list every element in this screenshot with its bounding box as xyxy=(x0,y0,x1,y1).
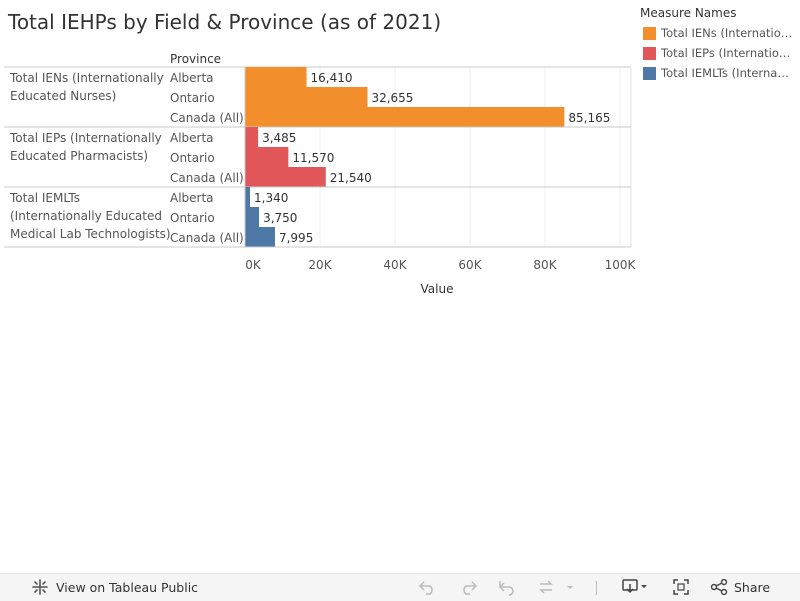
data-label: 32,655 xyxy=(371,91,413,105)
bar xyxy=(245,107,565,127)
pause-dropdown-icon[interactable] xyxy=(565,578,575,596)
row-header: Province xyxy=(170,52,221,66)
legend-swatch-iens xyxy=(643,26,656,40)
tableau-logo-icon xyxy=(32,579,48,595)
x-tick-label: 0K xyxy=(245,258,262,272)
tableau-toolbar: View on Tableau Public Share xyxy=(0,573,800,601)
group-label: Total IEPs (Internationally xyxy=(9,131,162,145)
group-label: Total IEMLTs xyxy=(9,191,80,205)
data-label: 3,750 xyxy=(263,211,297,225)
data-label: 85,165 xyxy=(568,111,610,125)
download-icon[interactable] xyxy=(621,578,651,596)
redo-icon[interactable] xyxy=(458,578,478,596)
bar xyxy=(245,187,251,207)
bar xyxy=(245,127,259,147)
row-label: Canada (All) xyxy=(170,171,244,185)
view-on-tableau-public-label: View on Tableau Public xyxy=(56,579,199,595)
bar xyxy=(245,227,275,247)
x-axis-title: Value xyxy=(421,282,454,296)
x-tick-label: 20K xyxy=(308,258,332,272)
data-label: 11,570 xyxy=(292,151,334,165)
row-label: Canada (All) xyxy=(170,111,244,125)
group-label: Medical Lab Technologists) xyxy=(10,227,171,241)
share-label: Share xyxy=(734,579,771,595)
row-label: Alberta xyxy=(170,71,214,85)
group-label: Educated Nurses) xyxy=(10,89,116,103)
legend-item-iens[interactable]: Total IENs (Internationally Educated Nur… xyxy=(643,25,800,41)
data-label: 3,485 xyxy=(262,131,296,145)
fullscreen-icon[interactable] xyxy=(671,578,691,596)
bar xyxy=(245,167,326,187)
group-label: Educated Pharmacists) xyxy=(10,149,148,163)
bar xyxy=(245,147,289,167)
legend-swatch-iemlts xyxy=(643,66,656,80)
group-label: (Internationally Educated xyxy=(10,209,162,223)
legend-title: Measure Names xyxy=(640,6,737,20)
row-label: Ontario xyxy=(170,151,215,165)
row-label: Alberta xyxy=(170,191,214,205)
legend-swatch-ieps xyxy=(643,46,656,60)
group-label: Total IENs (Internationally xyxy=(9,71,164,85)
undo-icon[interactable] xyxy=(418,578,438,596)
share-icon xyxy=(710,579,728,595)
view-on-tableau-public-button[interactable]: View on Tableau Public xyxy=(32,579,198,595)
bar xyxy=(245,67,307,87)
row-label: Ontario xyxy=(170,91,215,105)
refresh-icon[interactable] xyxy=(536,578,556,596)
data-label: 1,340 xyxy=(254,191,288,205)
row-label: Alberta xyxy=(170,131,214,145)
data-label: 21,540 xyxy=(330,171,372,185)
data-label: 16,410 xyxy=(311,71,353,85)
share-button[interactable]: Share xyxy=(710,579,770,595)
legend-item-ieps[interactable]: Total IEPs (Internationally Educated Pha… xyxy=(643,45,800,61)
bar xyxy=(245,207,260,227)
row-label: Ontario xyxy=(170,211,215,225)
x-tick-label: 40K xyxy=(383,258,407,272)
chart-title: Total IEHPs by Field & Province (as of 2… xyxy=(8,10,442,34)
bar-chart: Province Total IENs (Internationally Educa… xyxy=(4,52,637,296)
legend-item-iemlts[interactable]: Total IEMLTs (Internationally Educated M… xyxy=(643,65,800,81)
x-tick-label: 60K xyxy=(458,258,482,272)
toolbar-separator xyxy=(596,581,597,595)
data-label: 7,995 xyxy=(279,231,313,245)
revert-icon[interactable] xyxy=(497,578,517,596)
x-tick-label: 100K xyxy=(605,258,637,272)
bar xyxy=(245,87,368,107)
row-label: Canada (All) xyxy=(170,231,244,245)
x-tick-label: 80K xyxy=(533,258,557,272)
